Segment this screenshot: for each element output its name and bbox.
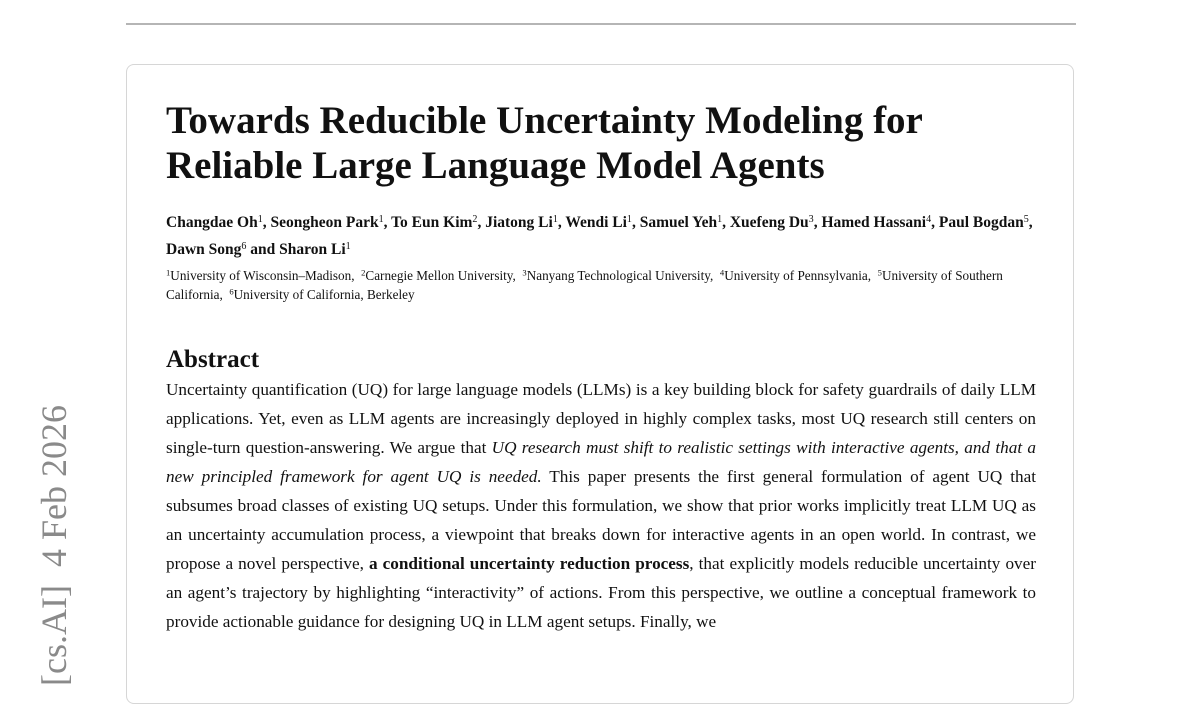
author-name: Paul Bogdan (938, 214, 1024, 231)
abstract-heading: Abstract (166, 346, 260, 373)
abstract-segment: a conditional uncertainty reduction proc… (368, 554, 690, 573)
abstract-segment: , that explicitly models reducible uncer… (166, 554, 1036, 631)
affiliation-name: University of California, Berkeley (233, 287, 415, 302)
affiliations: 1University of Wisconsin–Madison, 2Carne… (166, 266, 1036, 304)
affiliation-name: Carnegie Mellon University (365, 268, 513, 283)
page: [cs.AI] 4 Feb 2026 Towards Reducible Unc… (34, 23, 1076, 704)
title: Towards Reducible Uncertainty Modeling f… (166, 98, 1036, 188)
affiliation-name: University of Wisconsin–Madison (170, 268, 352, 283)
author-affiliation-mark: 1 (378, 213, 384, 225)
author-affiliation-mark: 6 (241, 240, 247, 252)
author-name: Dawn Song (166, 241, 242, 258)
affiliation-mark: 2 (361, 267, 366, 278)
separator: , (512, 268, 523, 283)
separator: , (722, 214, 730, 231)
separator: , (867, 268, 878, 283)
separator: , (631, 214, 640, 231)
abstract-segment: This paper presents the first general fo… (166, 467, 1036, 573)
author-name: Xuefeng Du (729, 214, 809, 231)
author-affiliation-mark: 3 (808, 213, 814, 225)
separator: , (710, 268, 720, 283)
author-name: Sharon Li (279, 241, 346, 258)
separator: , (931, 214, 939, 231)
affiliation-name: University of Southern California (166, 268, 1003, 302)
author-affiliation-mark: 4 (926, 213, 932, 225)
author-affiliation-mark: 5 (1023, 213, 1029, 225)
abstract-segment: Uncertainty quantification (UQ) for larg… (166, 380, 1036, 457)
author-name: Seongheon Park (270, 214, 379, 231)
affiliation-mark: 4 (719, 267, 725, 278)
separator: , (219, 287, 230, 302)
abstract-text: Uncertainty quantification (UQ) for larg… (166, 375, 1036, 636)
authors: Changdae Oh1, Seongheon Park1, To Eun Ki… (166, 209, 1036, 263)
affiliation-mark: 6 (229, 286, 234, 297)
author-name: To Eun Kim (391, 214, 473, 231)
author-affiliation-mark: 1 (717, 213, 723, 225)
affiliation-name: University of Pennsylvania (724, 268, 868, 283)
separator: , (1028, 214, 1033, 231)
separator: , (351, 268, 362, 283)
separator: , (813, 214, 822, 231)
affiliation-name: Nanyang Technological University (526, 268, 710, 283)
separator: , (383, 214, 392, 231)
separator: , (557, 214, 566, 231)
author-name: Wendi Li (565, 214, 627, 231)
author-name: Samuel Yeh (639, 214, 718, 231)
affiliation-mark: 1 (166, 267, 171, 278)
author-name: Jiatong Li (485, 214, 553, 231)
affiliation-mark: 3 (522, 267, 527, 278)
author-affiliation-mark: 1 (552, 213, 558, 225)
author-affiliation-mark: 1 (257, 213, 263, 225)
author-name: Changdae Oh (166, 214, 258, 231)
title-line: Towards Reducible Uncertainty Modeling f… (166, 99, 923, 142)
abstract-segment: UQ research must shift to realistic sett… (166, 438, 1036, 486)
separator: , (477, 214, 486, 231)
paper-content: Towards Reducible Uncertainty Modeling f… (166, 98, 1036, 636)
separator: , (262, 214, 271, 231)
author-name: Hamed Hassani (821, 214, 927, 231)
author-affiliation-mark: 1 (626, 213, 632, 225)
title-line: Reliable Large Language Model Agents (166, 144, 825, 187)
separator: and (246, 241, 280, 258)
arxiv-stamp: [cs.AI] 4 Feb 2026 (34, 405, 74, 686)
affiliation-mark: 5 (877, 267, 882, 278)
author-affiliation-mark: 2 (472, 213, 478, 225)
author-affiliation-mark: 1 (345, 240, 351, 252)
rule (126, 23, 1076, 25)
